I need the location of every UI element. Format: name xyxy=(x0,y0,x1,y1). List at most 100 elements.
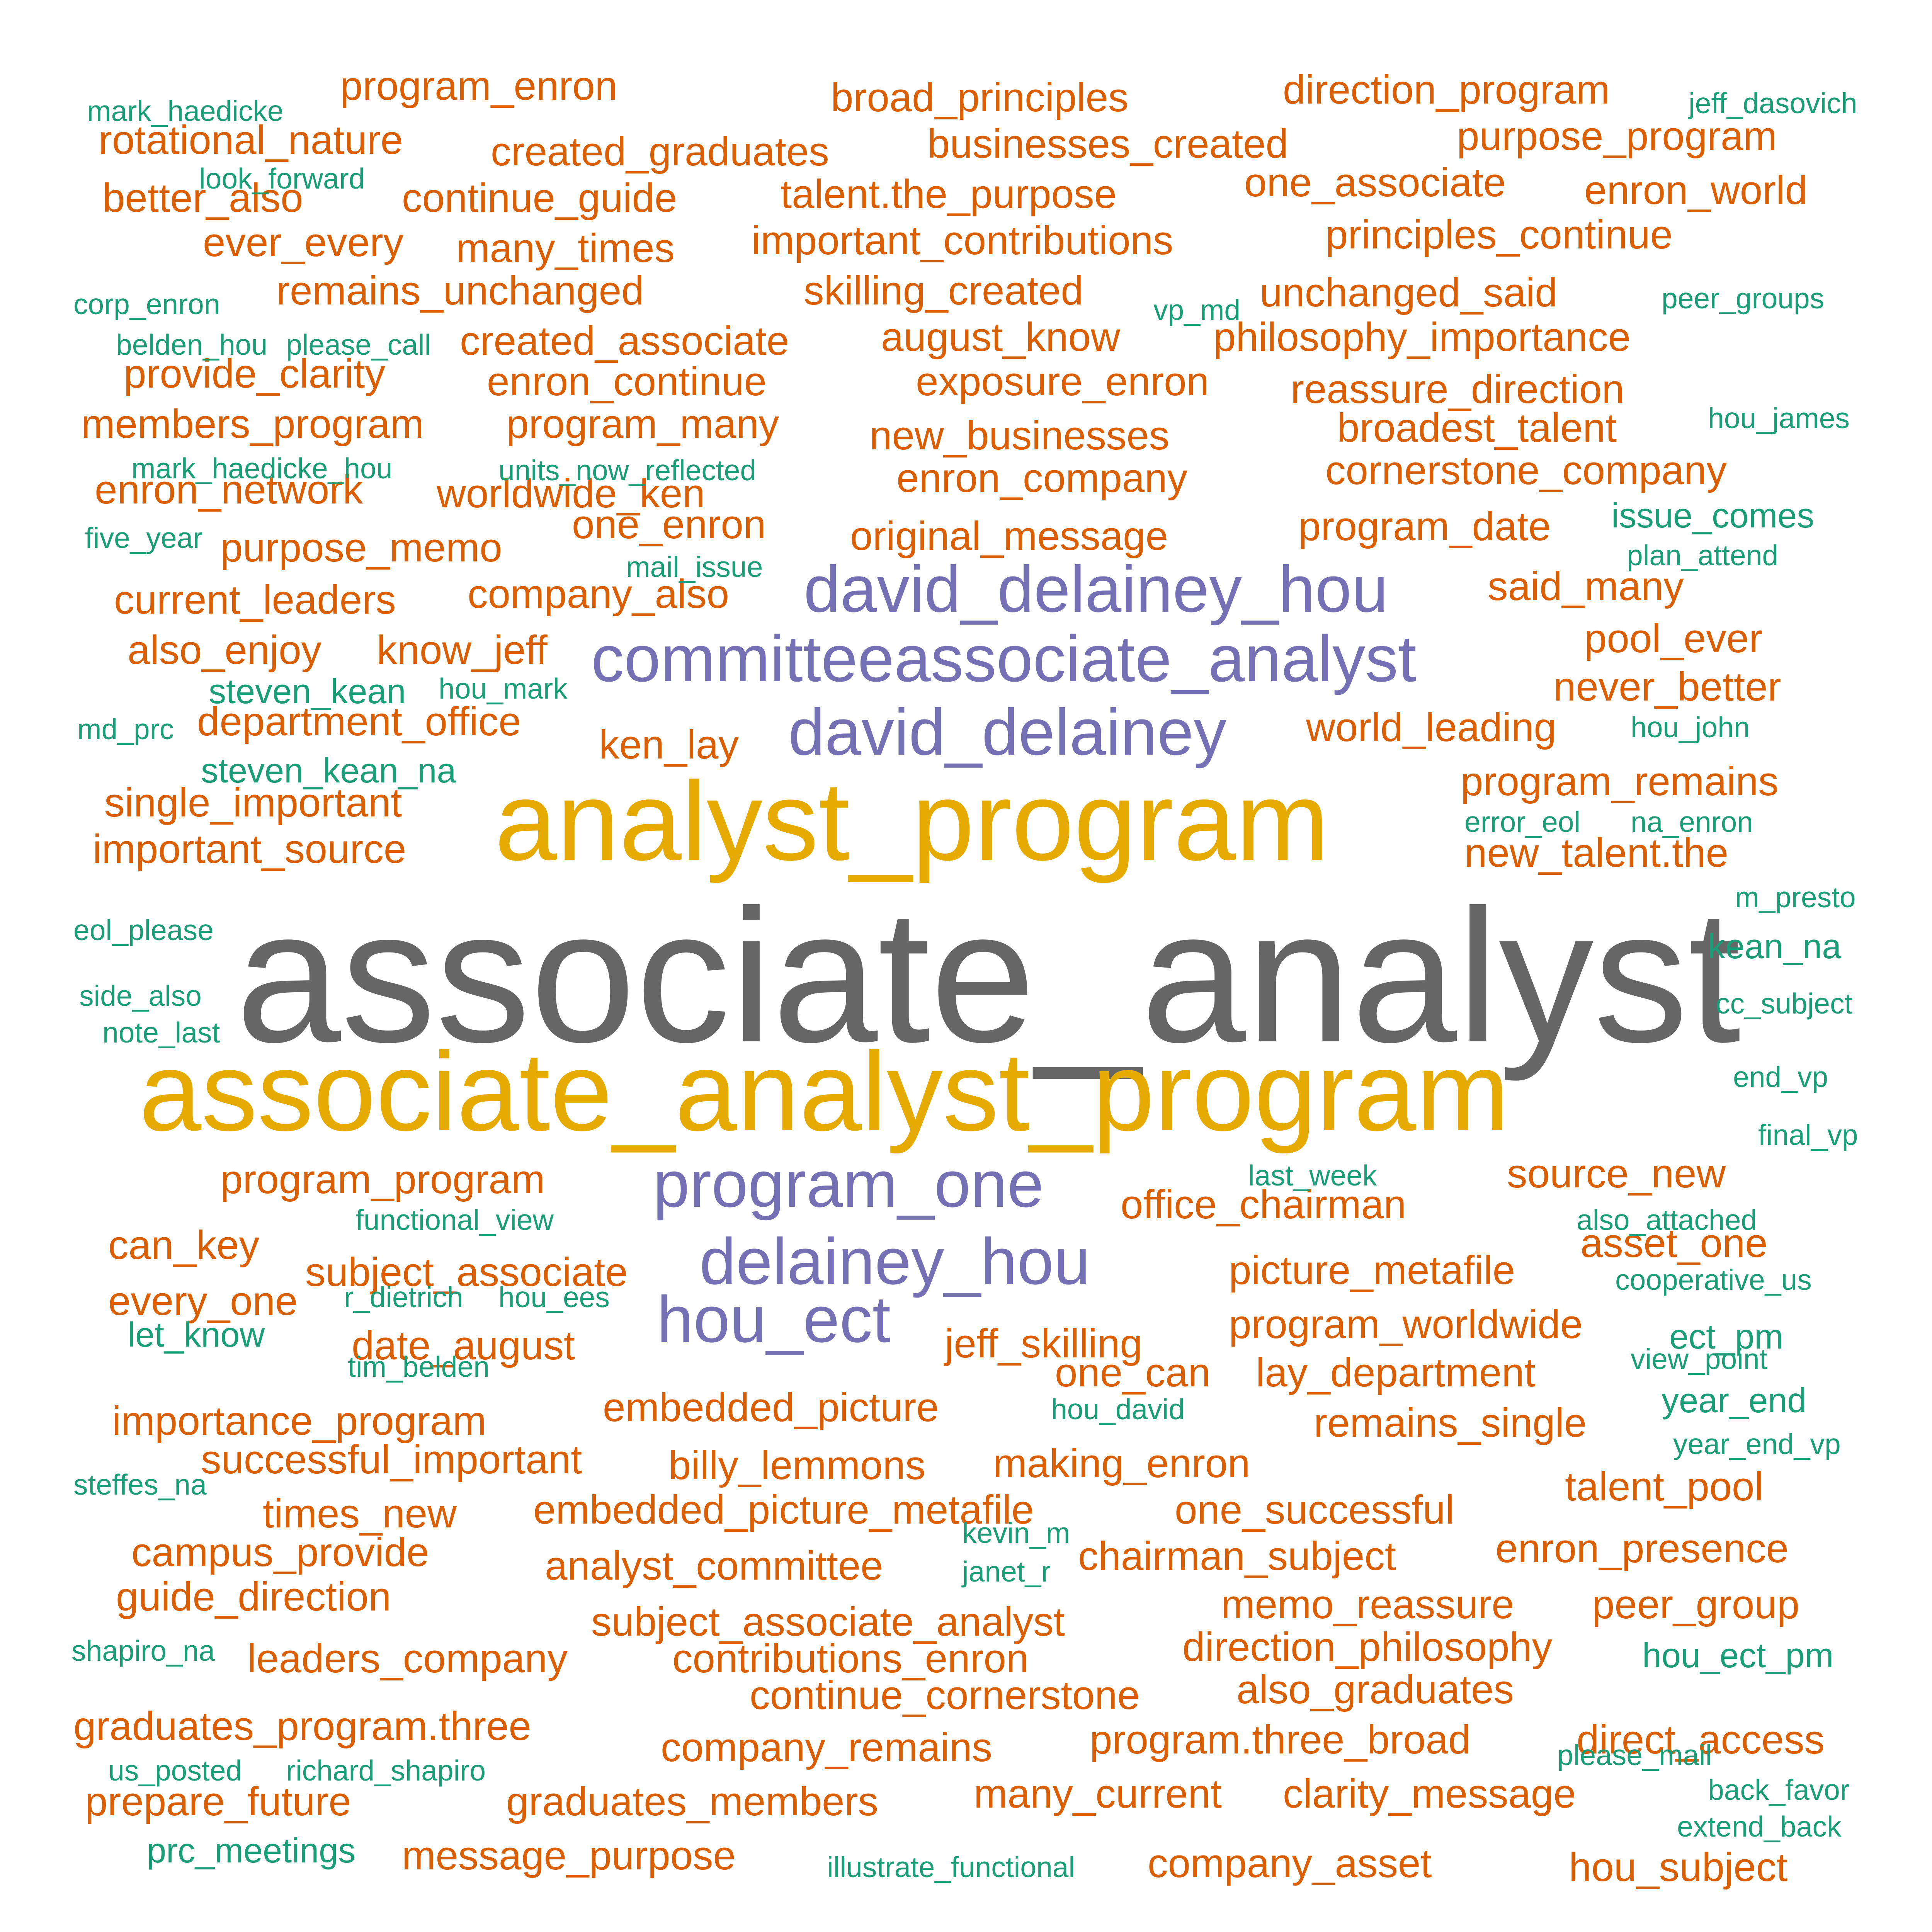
word-new-businesses: new_businesses xyxy=(869,413,1170,458)
word-picture-metafile: picture_metafile xyxy=(1229,1248,1515,1293)
word-end-vp: end_vp xyxy=(1733,1061,1828,1093)
word-philosophy-importance: philosophy_importance xyxy=(1213,315,1631,360)
word-every-one: every_one xyxy=(108,1279,298,1324)
word-can-key: can_key xyxy=(108,1223,260,1268)
word-continue-cornerstone: continue_cornerstone xyxy=(750,1673,1140,1718)
word-note-last: note_last xyxy=(102,1016,220,1049)
word-mark-haedicke: mark_haedicke xyxy=(87,95,284,127)
word-back-favor: back_favor xyxy=(1708,1774,1850,1806)
word-single-important: single_important xyxy=(104,780,402,825)
word-created-graduates: created_graduates xyxy=(491,129,829,174)
word-vp-md: vp_md xyxy=(1153,294,1241,326)
word-office-chairman: office_chairman xyxy=(1121,1182,1406,1227)
word-broadest-talent: broadest_talent xyxy=(1337,405,1617,451)
word-shapiro-na: shapiro_na xyxy=(71,1634,215,1667)
word-side-also: side_also xyxy=(79,980,202,1012)
word-said-many: said_many xyxy=(1488,564,1684,609)
word-lay-department: lay_department xyxy=(1256,1350,1536,1395)
word-hou-subject: hou_subject xyxy=(1569,1845,1788,1890)
word-direction-program: direction_program xyxy=(1283,67,1610,112)
word-important-contributions: important_contributions xyxy=(752,218,1173,263)
word-functional-view: functional_view xyxy=(355,1204,554,1236)
word-company-also: company_also xyxy=(468,571,730,617)
word-created-associate: created_associate xyxy=(460,318,789,364)
word-analyst-program: analyst_program xyxy=(495,759,1329,884)
word-view-point: view_point xyxy=(1631,1343,1768,1375)
word-one-successful: one_successful xyxy=(1175,1487,1454,1532)
word-direct-access: direct_access xyxy=(1577,1717,1825,1762)
word-clarity-message: clarity_message xyxy=(1283,1771,1576,1816)
word-associate-analyst: associate_analyst xyxy=(236,870,1741,1082)
word-ect-pm: ect_pm xyxy=(1669,1318,1784,1356)
word-purpose-memo: purpose_memo xyxy=(220,525,502,570)
word-source-new: source_new xyxy=(1507,1151,1726,1196)
word-jeff-skilling: jeff_skilling xyxy=(945,1321,1143,1366)
word-enron-presence: enron_presence xyxy=(1495,1526,1789,1571)
word-please-call: please_call xyxy=(286,328,431,361)
word-illustrate-functional: illustrate_functional xyxy=(827,1851,1075,1883)
word-better-also: better_also xyxy=(102,175,303,221)
word-asset-one: asset_one xyxy=(1580,1221,1768,1266)
word-delainey-hou: delainey_hou xyxy=(699,1225,1090,1298)
word-mail-issue: mail_issue xyxy=(626,551,763,583)
word-program-enron: program_enron xyxy=(340,63,617,109)
word-eol-please: eol_please xyxy=(73,914,214,946)
word-jeff-dasovich: jeff_dasovich xyxy=(1689,87,1857,119)
word-program-remains: program_remains xyxy=(1461,759,1779,804)
word-error-eol: error_eol xyxy=(1464,806,1581,838)
word-mark-haedicke-hou: mark_haedicke_hou xyxy=(131,452,393,485)
word-hou-david: hou_david xyxy=(1051,1393,1185,1425)
word-enron-network: enron_network xyxy=(95,467,363,512)
word-look-forward: look_forward xyxy=(199,162,365,195)
word-steffes-na: steffes_na xyxy=(73,1468,207,1501)
word-david-delainey: david_delainey xyxy=(788,696,1227,769)
word-successful-important: successful_important xyxy=(201,1437,582,1482)
word-enron-continue: enron_continue xyxy=(487,359,767,404)
word-program-many: program_many xyxy=(506,401,779,447)
word-current-leaders: current_leaders xyxy=(114,577,396,622)
word-important-source: important_source xyxy=(93,827,406,872)
word-importance-program: importance_program xyxy=(112,1398,486,1444)
word-department-office: department_office xyxy=(197,699,521,744)
word-embedded-picture-metafile: embedded_picture_metafile xyxy=(533,1487,1034,1532)
word-final-vp: final_vp xyxy=(1758,1119,1858,1151)
word-company-remains: company_remains xyxy=(661,1725,992,1770)
word-cooperative-us: cooperative_us xyxy=(1615,1264,1812,1296)
word-pool-ever: pool_ever xyxy=(1584,616,1763,661)
word-skilling-created: skilling_created xyxy=(804,268,1083,313)
word-remains-single: remains_single xyxy=(1314,1400,1587,1446)
word-janet-r: janet_r xyxy=(962,1555,1051,1588)
word-program-worldwide: program_worldwide xyxy=(1229,1302,1583,1347)
word-exposure-enron: exposure_enron xyxy=(916,359,1209,404)
word-program-three-broad: program.three_broad xyxy=(1090,1717,1471,1762)
word-rotational-nature: rotational_nature xyxy=(99,117,403,163)
word-hou-james: hou_james xyxy=(1708,402,1850,434)
word-peer-group: peer_group xyxy=(1592,1582,1800,1627)
word-many-times: many_times xyxy=(456,226,675,271)
word-making-enron: making_enron xyxy=(993,1441,1250,1486)
word-peer-groups: peer_groups xyxy=(1662,282,1825,315)
word-worldwide-ken: worldwide_ken xyxy=(437,471,705,516)
word-belden-hou: belden_hou xyxy=(116,328,268,361)
word-direction-philosophy: direction_philosophy xyxy=(1182,1624,1553,1670)
word-members-program: members_program xyxy=(81,401,424,447)
word-graduates-program-three: graduates_program.three xyxy=(73,1704,531,1749)
word-many-current: many_current xyxy=(974,1771,1222,1816)
word-ever-every: ever_every xyxy=(203,220,404,265)
word-year-end: year_end xyxy=(1662,1381,1807,1420)
word-one-can: one_can xyxy=(1055,1350,1211,1395)
word-graduates-members: graduates_members xyxy=(506,1779,878,1824)
word-know-jeff: know_jeff xyxy=(377,628,548,673)
word-please-mail: please_mail xyxy=(1557,1739,1712,1771)
word-businesses-created: businesses_created xyxy=(927,121,1288,167)
word-committeeassociate-analyst: committeeassociate_analyst xyxy=(591,622,1417,696)
word-us-posted: us_posted xyxy=(108,1754,242,1787)
word-m-presto: m_presto xyxy=(1735,881,1856,913)
word-na-enron: na_enron xyxy=(1631,806,1753,838)
word-kevin-m: kevin_m xyxy=(962,1517,1070,1549)
word-hou-ect-pm: hou_ect_pm xyxy=(1642,1636,1834,1675)
word-leaders-company: leaders_company xyxy=(247,1636,568,1681)
word-analyst-committee: analyst_committee xyxy=(545,1543,883,1588)
word-hou-ees: hou_ees xyxy=(498,1281,610,1313)
word-issue-comes: issue_comes xyxy=(1611,497,1815,535)
